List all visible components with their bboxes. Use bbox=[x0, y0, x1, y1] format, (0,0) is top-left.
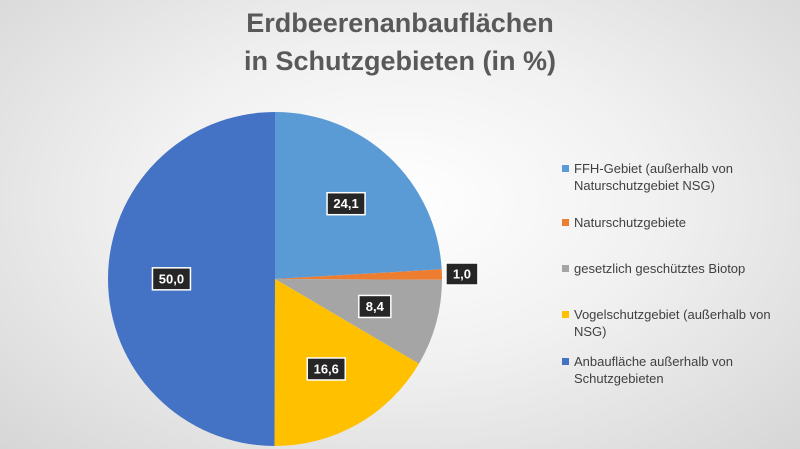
data-label-3: 16,6 bbox=[306, 357, 347, 381]
legend-item-0: FFH-Gebiet (außerhalb von Naturschutzgeb… bbox=[562, 160, 800, 194]
pie-slice-2 bbox=[275, 279, 442, 364]
data-label-text-1: 1,0 bbox=[453, 267, 471, 282]
pie-data-labels: 24,1 1,0 8,4 16,6 50,0 bbox=[151, 191, 479, 381]
legend-swatch-2 bbox=[562, 265, 569, 272]
pie-slice-4 bbox=[108, 112, 276, 446]
legend-swatch-0 bbox=[562, 165, 569, 172]
legend-item-3: Vogelschutzgebiet (außerhalb von NSG) bbox=[562, 306, 800, 340]
legend-swatch-1 bbox=[562, 219, 569, 226]
legend-label-0: FFH-Gebiet (außerhalb von Naturschutzgeb… bbox=[574, 161, 733, 193]
pie-slice-1 bbox=[275, 269, 442, 280]
data-label-2: 8,4 bbox=[358, 294, 392, 319]
data-label-box-2 bbox=[358, 294, 392, 319]
data-label-text-4: 50,0 bbox=[159, 271, 184, 286]
data-label-4: 50,0 bbox=[151, 267, 192, 291]
data-label-box-1 bbox=[445, 262, 479, 286]
legend-item-1: Naturschutzgebiete bbox=[562, 214, 800, 231]
legend-item-2: gesetzlich geschütztes Biotop bbox=[562, 260, 800, 277]
legend-swatch-3 bbox=[562, 311, 569, 318]
chart-title-line-2: in Schutzgebieten (in %) bbox=[243, 46, 556, 76]
data-label-0: 24,1 bbox=[326, 191, 366, 216]
pie-slice-3 bbox=[274, 279, 419, 446]
data-label-1: 1,0 bbox=[445, 262, 479, 286]
data-label-text-3: 16,6 bbox=[314, 361, 339, 376]
legend-label-3: Vogelschutzgebiet (außerhalb von NSG) bbox=[574, 307, 771, 339]
data-label-box-0 bbox=[326, 191, 366, 216]
legend-item-4: Anbaufläche außerhalb von Schutzgebieten bbox=[562, 353, 800, 387]
legend-label-2: gesetzlich geschütztes Biotop bbox=[574, 261, 746, 276]
data-label-box-3 bbox=[306, 357, 347, 381]
data-label-text-2: 8,4 bbox=[366, 299, 385, 314]
chart-title-line-1: Erdbeerenanbauflächen bbox=[246, 8, 554, 38]
legend-label-4: Anbaufläche außerhalb von Schutzgebieten bbox=[574, 354, 734, 386]
chart-title: Erdbeerenanbauflächen in Schutzgebieten … bbox=[0, 4, 800, 80]
data-label-box-4 bbox=[151, 267, 192, 291]
legend-label-1: Naturschutzgebiete bbox=[574, 215, 687, 230]
data-label-text-0: 24,1 bbox=[333, 196, 358, 211]
legend-swatch-4 bbox=[562, 358, 569, 365]
